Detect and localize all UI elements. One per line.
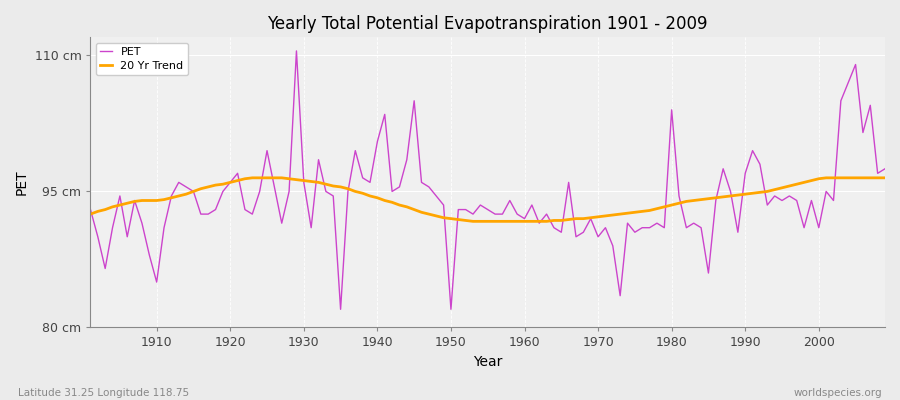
PET [86, 207, 96, 212]
PET [879, 166, 890, 171]
20 Yr Trend [144, 198, 155, 203]
Text: worldspecies.org: worldspecies.org [794, 388, 882, 398]
20 Yr Trend [86, 212, 96, 216]
PET [526, 203, 537, 208]
20 Yr Trend [357, 191, 368, 196]
Text: Latitude 31.25 Longitude 118.75: Latitude 31.25 Longitude 118.75 [18, 388, 189, 398]
PET [364, 180, 375, 185]
Line: 20 Yr Trend: 20 Yr Trend [91, 178, 885, 221]
20 Yr Trend [622, 211, 633, 216]
20 Yr Trend [313, 180, 324, 185]
20 Yr Trend [879, 176, 890, 180]
PET [335, 307, 346, 312]
Line: PET: PET [91, 51, 885, 309]
20 Yr Trend [468, 219, 479, 224]
PET [291, 48, 302, 53]
20 Yr Trend [534, 219, 544, 224]
20 Yr Trend [526, 219, 537, 224]
20 Yr Trend [247, 176, 257, 180]
X-axis label: Year: Year [473, 355, 502, 369]
Y-axis label: PET: PET [15, 170, 29, 195]
Title: Yearly Total Potential Evapotranspiration 1901 - 2009: Yearly Total Potential Evapotranspiratio… [267, 15, 708, 33]
PET [534, 221, 544, 226]
PET [313, 157, 324, 162]
Legend: PET, 20 Yr Trend: PET, 20 Yr Trend [96, 43, 188, 75]
PET [622, 221, 633, 226]
PET [144, 252, 155, 257]
